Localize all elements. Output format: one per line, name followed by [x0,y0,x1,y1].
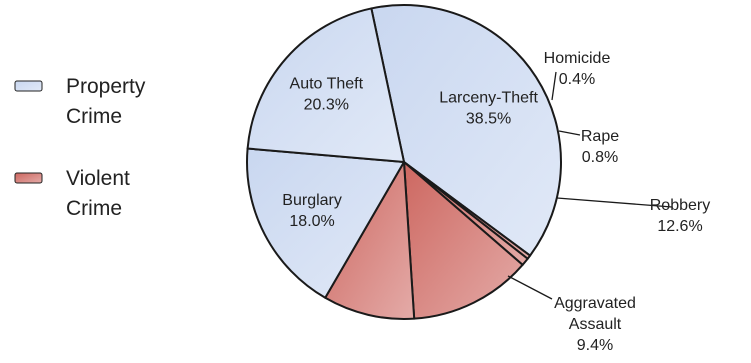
pie-slice-aggravated-assault [324,161,416,320]
slice-label-burglary: 18.0% [289,213,334,230]
slice-label-larceny-theft: 38.5% [466,111,511,128]
slice-label-aggravated-assault: Assault [569,316,622,333]
slice-labels: Larceny-Theft 38.5% Homicide 0.4% Rape 0.8% Ro… [282,50,710,354]
slice-label-robbery: 12.6% [657,218,702,235]
legend-swatch-property-crime [14,80,43,92]
slice-label-auto-theft: Auto Theft [290,75,364,92]
pie-slice-larceny-theft [370,4,562,257]
slice-label-robbery: Robbery [650,197,710,214]
legend-label-property-crime: Crime [66,105,122,128]
leader-line-aggravated-assault [507,275,553,300]
legend: Property Crime Violent Crime [14,75,146,220]
slice-label-aggravated-assault: 9.4% [577,337,613,354]
pie-slice-auto-theft [246,7,405,163]
pie-slices [246,4,562,320]
slice-label-auto-theft: 20.3% [304,96,349,113]
leader-line-rape [558,130,581,136]
pie-slice-burglary [246,147,405,299]
slice-label-homicide: Homicide [544,50,611,67]
slice-label-homicide: 0.4% [559,71,595,88]
legend-label-property-crime: Property [66,75,146,98]
pie-slice-robbery [403,161,524,320]
leader-line-homicide [551,71,557,101]
slice-label-rape: Rape [581,128,619,145]
slice-label-aggravated-assault: Aggravated [554,295,636,312]
slice-label-larceny-theft: Larceny-Theft [439,90,538,107]
leader-line-robbery [556,197,673,208]
leader-lines [507,71,673,300]
slice-label-burglary: Burglary [282,192,342,209]
legend-swatch-violent-crime [14,172,43,184]
slice-label-rape: 0.8% [582,149,618,166]
legend-label-violent-crime: Violent [66,167,130,190]
legend-label-violent-crime: Crime [66,197,122,220]
